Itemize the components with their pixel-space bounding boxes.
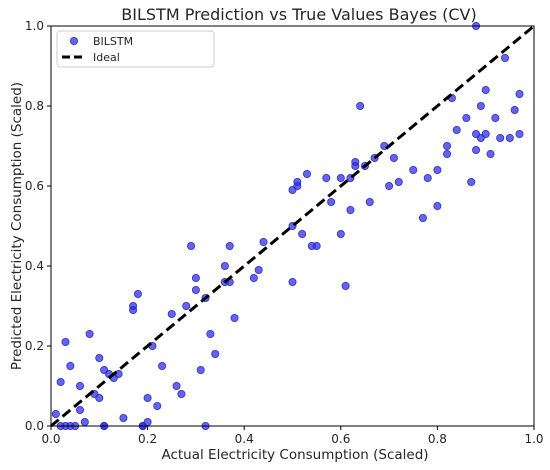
plot-area [50,21,535,430]
data-point [51,409,60,418]
data-point [206,329,215,338]
data-point [515,129,524,138]
data-point [351,157,360,166]
data-point [259,237,268,246]
data-point [249,273,258,282]
data-point [365,197,374,206]
data-point [56,377,65,386]
data-point [191,285,200,294]
x-tick-label: 1.0 [524,432,543,446]
data-point [167,309,176,318]
data-point [298,229,307,238]
y-axis-ticks: 0.0 0.2 0.4 0.6 0.8 1.0 [25,19,51,433]
y-tick-label: 0.0 [25,419,44,433]
data-point [486,149,495,158]
data-point [496,133,505,142]
x-tick-label: 0.2 [138,432,157,446]
data-point [254,265,263,274]
data-point [177,389,186,398]
data-point [211,349,220,358]
data-point [481,129,490,138]
data-point [133,289,142,298]
data-point [476,102,485,111]
data-point [462,114,471,123]
y-tick-label: 0.4 [25,259,44,273]
data-point [336,173,345,182]
data-point [172,381,181,390]
data-point [452,126,461,135]
x-tick-label: 0.4 [235,432,254,446]
data-point [230,313,239,322]
data-point [158,361,167,370]
data-point [85,329,94,338]
data-point [220,261,229,270]
data-point [182,301,191,310]
data-point [472,129,481,138]
data-point [95,353,104,362]
data-point [418,213,427,222]
chart-title: BILSTM Prediction vs True Values Bayes (… [121,5,476,24]
legend: BILSTM Ideal [56,30,215,68]
data-point [143,417,152,426]
y-tick-label: 0.6 [25,179,44,193]
data-point [515,90,524,99]
data-point [433,165,442,174]
data-point [443,141,452,150]
data-point [75,381,84,390]
data-point [129,301,138,310]
data-point [293,177,302,186]
legend-frame [56,30,215,68]
data-point [423,173,432,182]
data-point [389,153,398,162]
x-tick-label: 0.6 [331,432,350,446]
data-point [510,106,519,115]
data-point [409,165,418,174]
data-point [322,173,331,182]
data-point [443,149,452,158]
data-point [143,393,152,402]
x-axis-ticks: 0.0 0.2 0.4 0.6 0.8 1.0 [41,426,544,446]
data-point [191,273,200,282]
data-point [80,417,89,426]
y-tick-label: 0.8 [25,99,44,113]
data-point [307,241,316,250]
x-tick-label: 0.8 [428,432,447,446]
data-point [481,86,490,95]
data-point [433,201,442,210]
data-point [119,413,128,422]
data-point [327,197,336,206]
data-point [196,365,205,374]
y-axis-title: Predicted Electricity Consumption (Scale… [9,82,25,370]
x-tick-label: 0.0 [41,432,60,446]
data-point [336,229,345,238]
y-tick-label: 0.2 [25,339,44,353]
data-point [66,361,75,370]
data-point [501,54,510,63]
data-point [394,177,403,186]
data-point [505,133,514,142]
data-point [467,177,476,186]
data-point [356,102,365,111]
data-point [61,337,70,346]
data-point [75,405,84,414]
data-point [472,145,481,154]
data-point [302,169,311,178]
data-point [153,401,162,410]
legend-marker-bilstm [70,37,79,46]
data-point [225,241,234,250]
y-tick-label: 1.0 [25,19,44,33]
plot-frame [50,25,535,427]
data-point [346,205,355,214]
data-point [187,241,196,250]
legend-label-ideal: Ideal [93,51,120,64]
legend-label-bilstm: BILSTM [93,35,133,48]
data-point [288,277,297,286]
data-point [341,281,350,290]
data-point [491,114,500,123]
data-point [385,181,394,190]
x-axis-title: Actual Electricity Consumption (Scaled) [161,447,428,463]
